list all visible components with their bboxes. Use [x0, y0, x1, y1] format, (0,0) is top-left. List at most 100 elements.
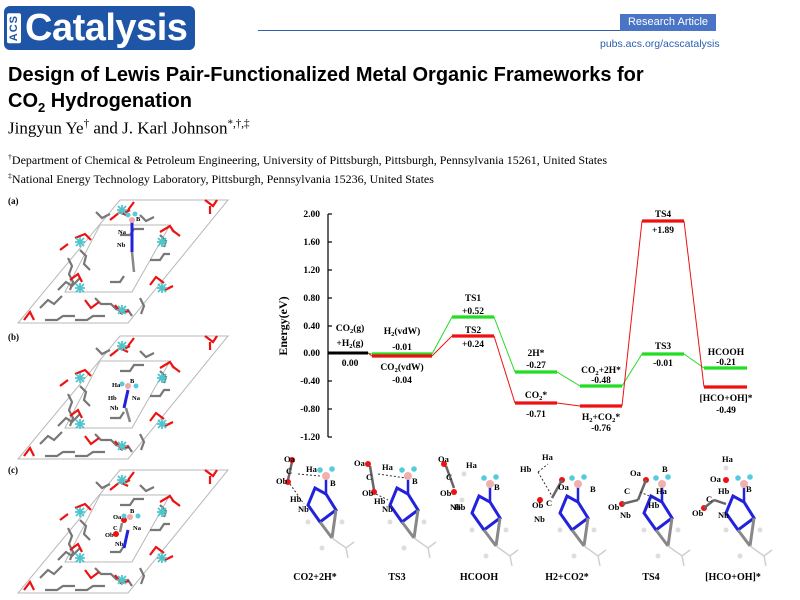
svg-text:Ob: Ob: [440, 488, 452, 498]
y-axis-label: Energy(eV): [276, 296, 290, 355]
svg-text:Ha: Ha: [112, 382, 121, 389]
svg-text:B: B: [330, 478, 336, 488]
svg-text:B: B: [590, 484, 596, 494]
svg-text:Hb: Hb: [108, 395, 117, 402]
svg-text:Oa: Oa: [438, 454, 450, 464]
svg-text:TS3: TS3: [655, 342, 672, 352]
panel-label-b: (b): [8, 332, 19, 342]
lewis-pair-molecule-a: Na Nb B: [117, 211, 141, 273]
svg-text:Na: Na: [133, 525, 142, 532]
svg-text:-0.01: -0.01: [392, 343, 412, 353]
svg-text:1.20: 1.20: [303, 266, 320, 276]
author-list: Jingyun Ye† and J. Karl Johnson*,†,‡: [8, 118, 250, 138]
svg-text:Oa: Oa: [630, 468, 642, 478]
svg-text:-0.04: -0.04: [392, 376, 412, 386]
svg-text:CO2*: CO2*: [525, 391, 548, 402]
svg-text:0.80: 0.80: [303, 294, 320, 304]
svg-text:H2+CO2*: H2+CO2*: [582, 413, 621, 424]
svg-text:B: B: [494, 482, 500, 492]
svg-text:Oa: Oa: [113, 514, 122, 521]
svg-text:Oa: Oa: [710, 474, 722, 484]
svg-text:C: C: [546, 498, 552, 508]
svg-text:+0.24: +0.24: [462, 340, 484, 350]
article-type-badge: Research Article: [620, 14, 716, 31]
svg-text:B: B: [130, 378, 135, 385]
logo-acs-mark: ACS: [7, 12, 21, 44]
svg-text:0.00: 0.00: [342, 359, 359, 369]
svg-text:Nb: Nb: [115, 541, 124, 548]
svg-text:Ob: Ob: [608, 502, 620, 512]
svg-text:Ha: Ha: [466, 460, 478, 470]
structure-h2-co2: Ha Hb Oa COb Nb B H2+CO2*: [520, 452, 608, 583]
svg-text:Ob: Ob: [362, 488, 374, 498]
svg-text:TS3: TS3: [388, 572, 405, 583]
svg-text:CO2+2H*: CO2+2H*: [293, 572, 336, 583]
svg-text:0.40: 0.40: [303, 322, 320, 332]
svg-text:B: B: [662, 464, 668, 474]
svg-text:-0.76: -0.76: [591, 424, 611, 434]
y-tick-labels: 2.00 1.60 1.20 0.80 0.40 0.00 -0.40 -0.8…: [300, 210, 320, 443]
svg-text:Hb: Hb: [454, 502, 466, 512]
journal-url-link[interactable]: pubs.acs.org/acscatalysis: [600, 38, 720, 50]
svg-text:C: C: [113, 525, 118, 532]
lewis-pair-molecule-b: Ha B Hb Na Nb: [108, 378, 141, 423]
svg-text:-0.49: -0.49: [716, 406, 736, 416]
svg-text:+0.52: +0.52: [462, 307, 484, 317]
panel-label-a: (a): [8, 196, 19, 206]
author-name[interactable]: J. Karl Johnson: [122, 118, 228, 138]
red-pathway-levels: [372, 219, 747, 408]
svg-text:Nb: Nb: [620, 510, 631, 520]
svg-text:Nb: Nb: [450, 502, 461, 512]
svg-text:HCOOH: HCOOH: [708, 348, 745, 358]
svg-text:[HCO+OH]*: [HCO+OH]*: [705, 572, 761, 583]
svg-text:HCOOH: HCOOH: [460, 572, 499, 583]
svg-text:CO2+2H*: CO2+2H*: [581, 366, 621, 377]
svg-text:-0.80: -0.80: [300, 405, 320, 415]
svg-text:CO2(vdW): CO2(vdW): [380, 362, 423, 374]
svg-text:Hb: Hb: [718, 486, 730, 496]
svg-text:B: B: [136, 216, 141, 223]
author-name[interactable]: Jingyun Ye: [8, 118, 84, 138]
svg-text:H2(vdW): H2(vdW): [384, 326, 421, 338]
svg-text:Nb: Nb: [298, 504, 309, 514]
svg-text:+H2(g): +H2(g): [336, 338, 363, 350]
svg-text:Nb: Nb: [718, 510, 729, 520]
svg-text:[HCO+OH]*: [HCO+OH]*: [700, 394, 753, 404]
svg-text:Hb: Hb: [374, 496, 386, 506]
svg-text:Ha: Ha: [722, 454, 734, 464]
svg-text:H2+CO2*: H2+CO2*: [545, 572, 588, 583]
svg-text:CO2(g): CO2(g): [336, 323, 365, 335]
svg-text:Hb: Hb: [648, 500, 660, 510]
svg-text:C: C: [446, 472, 452, 482]
svg-text:B: B: [130, 508, 135, 515]
svg-text:-0.01: -0.01: [653, 359, 673, 369]
panel-label-c: (c): [8, 465, 18, 475]
svg-text:-0.40: -0.40: [300, 377, 320, 387]
svg-text:Ha: Ha: [306, 464, 318, 474]
svg-text:C: C: [706, 494, 712, 504]
svg-text:Nb: Nb: [110, 405, 119, 412]
svg-text:Hb: Hb: [520, 464, 532, 474]
svg-text:B: B: [746, 484, 752, 494]
article-title: Design of Lewis Pair-Functionalized Meta…: [8, 62, 768, 121]
svg-text:-0.71: -0.71: [526, 410, 546, 420]
svg-text:Ha: Ha: [542, 452, 554, 462]
svg-text:Oa: Oa: [558, 482, 570, 492]
svg-text:TS4: TS4: [655, 210, 672, 220]
svg-text:Oa: Oa: [284, 454, 296, 464]
svg-text:TS1: TS1: [465, 294, 482, 304]
svg-text:Nb: Nb: [382, 504, 393, 514]
svg-text:2.00: 2.00: [303, 210, 320, 220]
svg-text:Hb: Hb: [290, 494, 302, 504]
affiliation-1: †Department of Chemical & Petroleum Engi…: [8, 152, 608, 167]
svg-text:Ob: Ob: [276, 476, 288, 486]
lewis-pair-molecule-c: Oa B COb Na Nb: [105, 508, 142, 549]
title-line-1: Design of Lewis Pair-Functionalized Meta…: [8, 64, 644, 86]
svg-text:0.00: 0.00: [303, 349, 320, 359]
svg-text:-0.48: -0.48: [591, 376, 611, 386]
